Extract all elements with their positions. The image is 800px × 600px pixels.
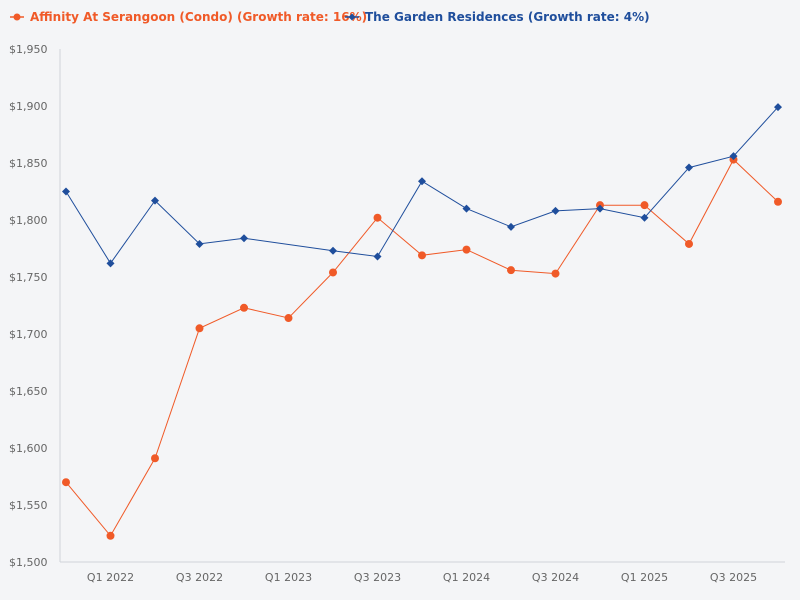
- series-1-point: [774, 197, 782, 206]
- series-2-point: [551, 206, 560, 215]
- series-2-point: [195, 239, 204, 248]
- series-2-point: [462, 204, 471, 213]
- y-tick-label: $1,800: [9, 214, 48, 227]
- series-1-point: [418, 251, 426, 260]
- series-1-point: [106, 531, 115, 540]
- y-tick-label: $1,600: [9, 442, 48, 455]
- y-tick-label: $1,950: [9, 43, 48, 56]
- legend-label-1: Affinity At Serangoon (Condo) (Growth ra…: [30, 10, 367, 24]
- series-1-point: [462, 245, 471, 254]
- y-tick-label: $1,900: [9, 100, 48, 113]
- x-tick-label: Q1 2024: [443, 571, 490, 584]
- x-tick-label: Q1 2025: [621, 571, 668, 584]
- series-1-point: [329, 268, 337, 277]
- series-2-point: [240, 234, 248, 243]
- series-1-point: [507, 266, 515, 275]
- x-tick-label: Q3 2023: [354, 571, 401, 584]
- series-2-point: [151, 196, 159, 205]
- series-2-point: [774, 103, 782, 112]
- series-1-point: [551, 269, 560, 278]
- y-tick-label: $1,650: [9, 385, 48, 398]
- legend-marker-1: [13, 13, 21, 21]
- series-2-point: [106, 259, 115, 268]
- y-tick-label: $1,550: [9, 499, 48, 512]
- series-1-point: [240, 303, 248, 312]
- series-1-point: [685, 239, 693, 248]
- series-2-point: [685, 163, 693, 172]
- series-2-point: [329, 246, 337, 255]
- series-1-point: [62, 478, 70, 487]
- series-1-point: [151, 454, 159, 463]
- series-line-1: [65, 158, 779, 537]
- legend-label-2: The Garden Residences (Growth rate: 4%): [365, 10, 650, 24]
- x-tick-label: Q1 2023: [265, 571, 312, 584]
- series-2-point: [62, 187, 70, 196]
- series-2-point: [373, 252, 382, 261]
- series-2-point: [729, 152, 738, 161]
- series-2-point: [640, 213, 649, 222]
- series-1-point: [195, 324, 204, 333]
- series-1-point: [284, 314, 293, 323]
- x-tick-label: Q3 2022: [176, 571, 223, 584]
- y-tick-label: $1,750: [9, 271, 48, 284]
- y-tick-label: $1,850: [9, 157, 48, 170]
- y-tick-label: $1,700: [9, 328, 48, 341]
- series-1-point: [373, 213, 382, 222]
- series-line-2: [65, 106, 779, 265]
- series-2-point: [596, 204, 604, 213]
- series-1-point: [640, 201, 649, 210]
- y-tick-label: $1,500: [9, 556, 48, 569]
- series-2-point: [418, 177, 426, 186]
- x-tick-label: Q1 2022: [87, 571, 134, 584]
- series-2-point: [507, 222, 515, 231]
- x-tick-label: Q3 2024: [532, 571, 579, 584]
- legend-marker-2: [348, 13, 356, 21]
- x-tick-label: Q3 2025: [710, 571, 757, 584]
